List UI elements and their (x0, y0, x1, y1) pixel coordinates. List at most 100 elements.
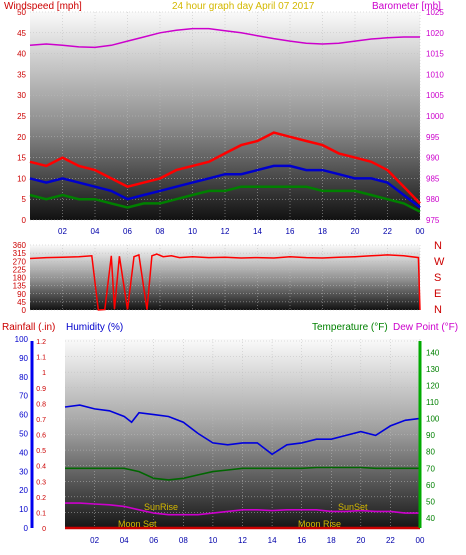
temp-panel-gridlines (65, 339, 421, 529)
direction-panel-gridlines (30, 244, 421, 311)
rain-tick-label: 0.5 (36, 448, 46, 455)
x-tick-label: 14 (253, 227, 262, 236)
temperature-tick-label: 130 (426, 365, 440, 374)
sunrise-label: SunRise (144, 502, 178, 512)
windspeed-tick-label: 30 (17, 91, 26, 100)
temperature-tick-label: 70 (426, 464, 435, 473)
windspeed-tick-label: 40 (17, 50, 26, 59)
direction-tick-label: 315 (13, 249, 27, 258)
x-tick-label: 08 (156, 227, 165, 236)
series-humidity-line (64, 404, 421, 456)
humidity-tick-label: 10 (19, 505, 28, 514)
temperature-tick-label: 110 (426, 398, 439, 407)
compass-label: N (434, 240, 442, 252)
series-min-line (29, 185, 421, 213)
barometer-tick-label: 980 (426, 195, 440, 204)
x-tick-label: 06 (123, 227, 132, 236)
humidity-tick-label: 90 (19, 354, 28, 363)
rainfall-axis-label: Rainfall (.in) (2, 322, 55, 333)
moonset-label: Moon Set (118, 519, 157, 529)
direction-tick-label: 180 (13, 274, 27, 283)
x-tick-label: 04 (91, 227, 100, 236)
direction-tick-label: 45 (17, 298, 26, 307)
x-tick-label: 00 (416, 227, 425, 236)
wind-x-axis-ticks: 02 04 06 08 10 12 14 16 18 20 22 00 (58, 227, 425, 236)
temperature-tick-label: 80 (426, 448, 435, 457)
humidity-axis-ticks: 0 10 20 30 40 50 60 70 80 90 100 (15, 335, 29, 533)
series-gust-line (29, 131, 421, 205)
humidity-tick-label: 100 (15, 335, 29, 344)
rain-axis-ticks: 0 0.1 0.2 0.3 0.4 0.5 0.6 0.7 0.8 0.9 1 1.1 1.2 (36, 339, 46, 533)
barometer-tick-label: 1025 (426, 8, 444, 17)
x-tick-label: 10 (188, 227, 197, 236)
windspeed-tick-label: 50 (17, 8, 26, 17)
humidity-tick-label: 20 (19, 486, 28, 495)
compass-label: E (434, 288, 441, 300)
dew-point-axis-label: Dew Point (°F) (393, 322, 458, 333)
barometer-tick-label: 995 (426, 133, 440, 142)
moonrise-label: Moon Rise (298, 519, 341, 529)
humidity-tick-label: 50 (19, 430, 28, 439)
temperature-tick-label: 90 (426, 431, 435, 440)
temp-x-axis-ticks: 02 04 06 08 10 12 14 16 18 20 22 00 (90, 536, 425, 545)
windspeed-tick-label: 25 (17, 112, 26, 121)
x-tick-label: 20 (356, 536, 365, 545)
direction-tick-label: 270 (13, 257, 27, 266)
temperature-tick-label: 140 (426, 348, 440, 357)
compass-label: N (434, 304, 442, 316)
barometer-tick-label: 1020 (426, 29, 444, 38)
x-tick-label: 04 (120, 536, 129, 545)
direction-tick-label: 0 (22, 306, 27, 315)
direction-tick-label: 225 (13, 265, 27, 274)
temperature-tick-label: 50 (426, 497, 435, 506)
humidity-tick-label: 70 (19, 392, 28, 401)
windspeed-tick-label: 45 (17, 29, 26, 38)
direction-series (29, 253, 421, 311)
humidity-tick-label: 40 (19, 448, 28, 457)
temperature-axis-label: Temperature (°F) (312, 322, 388, 333)
windspeed-tick-label: 0 (22, 216, 27, 225)
rain-tick-label: 0.6 (36, 433, 46, 440)
x-tick-label: 12 (238, 536, 247, 545)
windspeed-axis-label: Windspeed [mph] (4, 1, 82, 12)
temperature-axis-ticks: 40 50 60 70 80 90 100 110 120 130 140 (426, 348, 440, 523)
humidity-tick-label: 0 (24, 524, 29, 533)
direction-tick-label: 135 (13, 282, 27, 291)
axis-bars (30, 341, 422, 528)
x-tick-label: 10 (208, 536, 217, 545)
barometer-tick-label: 990 (426, 154, 440, 163)
x-tick-label: 20 (351, 227, 360, 236)
windspeed-tick-label: 10 (17, 174, 26, 183)
humidity-tick-label: 30 (19, 467, 28, 476)
series-direction-line (29, 253, 421, 311)
temperature-tick-label: 120 (426, 381, 440, 390)
humidity-axis-label: Humidity (%) (66, 322, 123, 333)
rain-tick-label: 0.8 (36, 401, 46, 408)
barometer-tick-label: 1010 (426, 70, 444, 79)
temperature-tick-label: 40 (426, 514, 435, 523)
barometer-axis-label: Barometer [mb] (372, 1, 441, 12)
x-tick-label: 08 (179, 536, 188, 545)
series-baro-line (29, 27, 420, 49)
x-tick-label: 12 (221, 227, 230, 236)
x-tick-label: 18 (327, 536, 336, 545)
windspeed-tick-label: 35 (17, 70, 26, 79)
rain-tick-label: 1.2 (36, 339, 46, 346)
rain-tick-label: 0.2 (36, 495, 46, 502)
series-avg-line (29, 164, 421, 209)
rain-tick-label: 0.4 (36, 464, 46, 471)
rain-tick-label: 1.1 (36, 355, 46, 362)
x-tick-label: 22 (386, 536, 395, 545)
windspeed-tick-label: 5 (22, 195, 27, 204)
temp-panel-plot-area (65, 339, 420, 529)
compass-label: W (434, 256, 445, 268)
graph-title: 24 hour graph day April 07 2017 (172, 1, 315, 12)
rain-tick-label: 0 (42, 526, 46, 533)
humidity-tick-label: 80 (19, 373, 28, 382)
barometer-tick-label: 1000 (426, 112, 444, 121)
